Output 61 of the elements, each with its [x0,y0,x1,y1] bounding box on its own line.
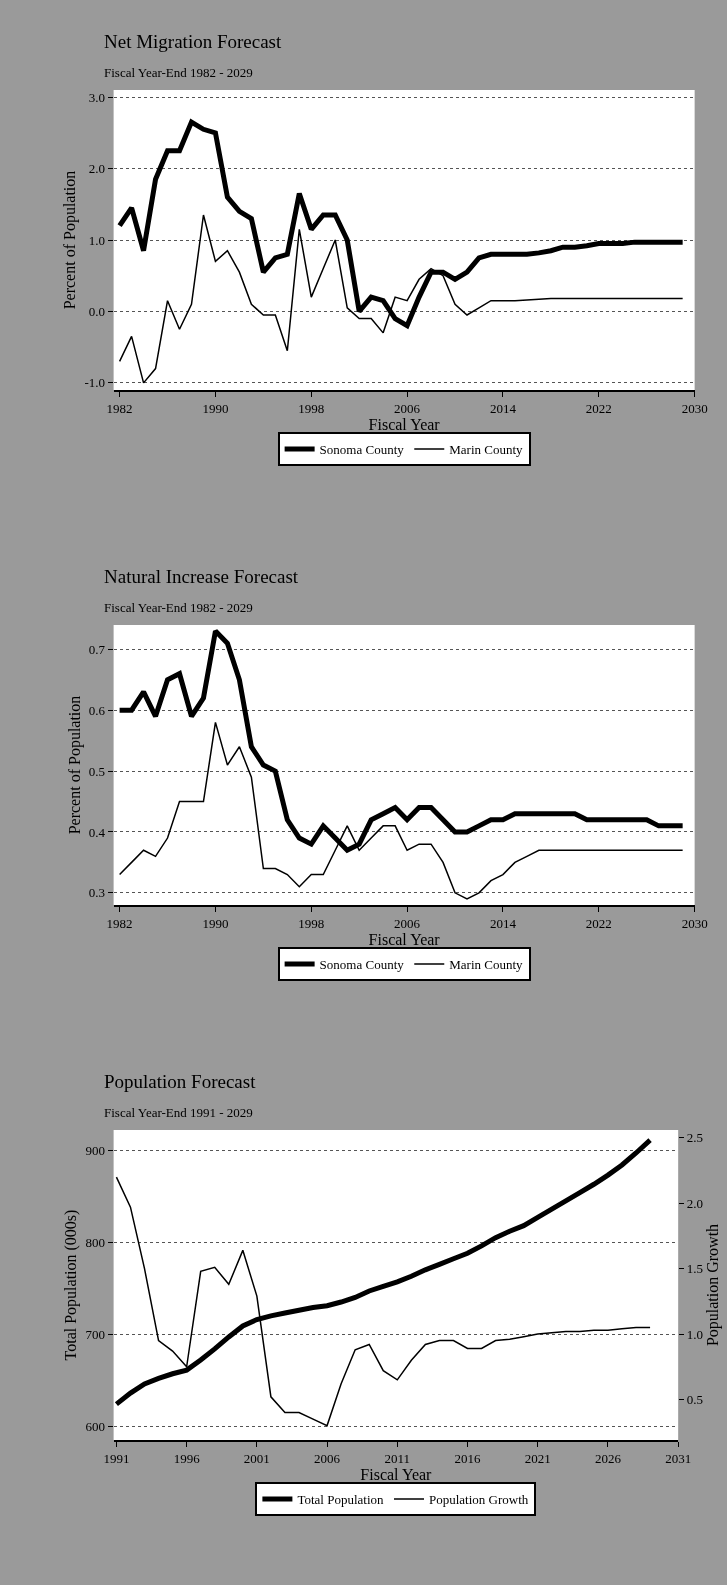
legend-label: Population Growth [429,1492,529,1508]
x-tick-label: 1991 [103,1450,130,1466]
y-tick-label: 800 [85,1234,106,1250]
x-tick-label: 1996 [173,1450,201,1466]
x-tick-label: 1998 [298,915,325,931]
chart-title: Population Forecast [104,1071,257,1092]
y-axis-title: Percent of Population [61,170,80,310]
legend-label: Marin County [449,957,524,973]
x-tick-label: 1990 [202,915,229,931]
legend-label: Sonoma County [319,442,405,458]
y2-tick-label: 1.5 [686,1261,704,1277]
x-tick-label: 2001 [243,1450,270,1466]
x-tick-label: 2022 [585,915,612,931]
y-tick-label: -1.0 [84,375,106,391]
y-tick-label: 1.0 [88,232,106,248]
chart-subtitle: Fiscal Year-End 1991 - 2029 [104,1105,253,1120]
x-tick-label: 2011 [384,1450,411,1466]
y-axis-title: Percent of Population [65,695,84,835]
y-tick-label: 0.7 [88,641,106,657]
y-tick-label: 3.0 [88,89,106,105]
y2-axis-title: Population Growth [703,1223,722,1347]
legend-label: Marin County [449,442,524,458]
x-tick-label: 1982 [106,400,133,416]
y-tick-label: 900 [85,1142,106,1158]
x-tick-label: 2016 [454,1450,482,1466]
legend-label: Total Population [297,1492,385,1508]
y-tick-label: 0.6 [88,702,106,718]
x-tick-label: 2014 [489,400,517,416]
x-tick-label: 2026 [594,1450,622,1466]
y2-tick-label: 2.0 [686,1195,704,1211]
y2-tick-label: 1.0 [686,1326,704,1342]
x-tick-label: 2030 [681,400,708,416]
chart-subtitle: Fiscal Year-End 1982 - 2029 [104,600,253,615]
x-tick-label: 2030 [681,915,708,931]
y-tick-label: 0.4 [88,824,106,840]
x-tick-label: 1998 [298,400,325,416]
y-tick-label: 0.0 [88,303,106,319]
x-tick-label: 2014 [489,915,517,931]
x-tick-label: 2031 [665,1450,692,1466]
x-axis-title: Fiscal Year [360,1465,433,1483]
y-axis-title: Total Population (000s) [62,1209,81,1361]
y-tick-label: 0.5 [88,763,106,779]
chart-title: Net Migration Forecast [104,31,283,52]
chart-subtitle: Fiscal Year-End 1982 - 2029 [104,65,253,80]
x-tick-label: 2006 [394,915,421,931]
x-tick-label: 1982 [106,915,133,931]
y-tick-label: 700 [85,1326,106,1342]
x-tick-label: 1990 [202,400,229,416]
chart-title: Natural Increase Forecast [104,566,299,587]
x-tick-label: 2022 [585,400,612,416]
x-tick-label: 2006 [394,400,421,416]
y-tick-label: 2.0 [88,161,106,177]
y2-tick-label: 2.5 [686,1130,704,1146]
legend-label: Sonoma County [319,957,405,973]
y-tick-label: 0.3 [88,885,106,901]
x-axis-title: Fiscal Year [368,930,441,948]
y-tick-label: 600 [85,1418,106,1434]
x-tick-label: 2006 [314,1450,341,1466]
x-tick-label: 2021 [524,1450,551,1466]
x-axis-title: Fiscal Year [368,415,441,433]
y2-tick-label: 0.5 [686,1392,704,1407]
